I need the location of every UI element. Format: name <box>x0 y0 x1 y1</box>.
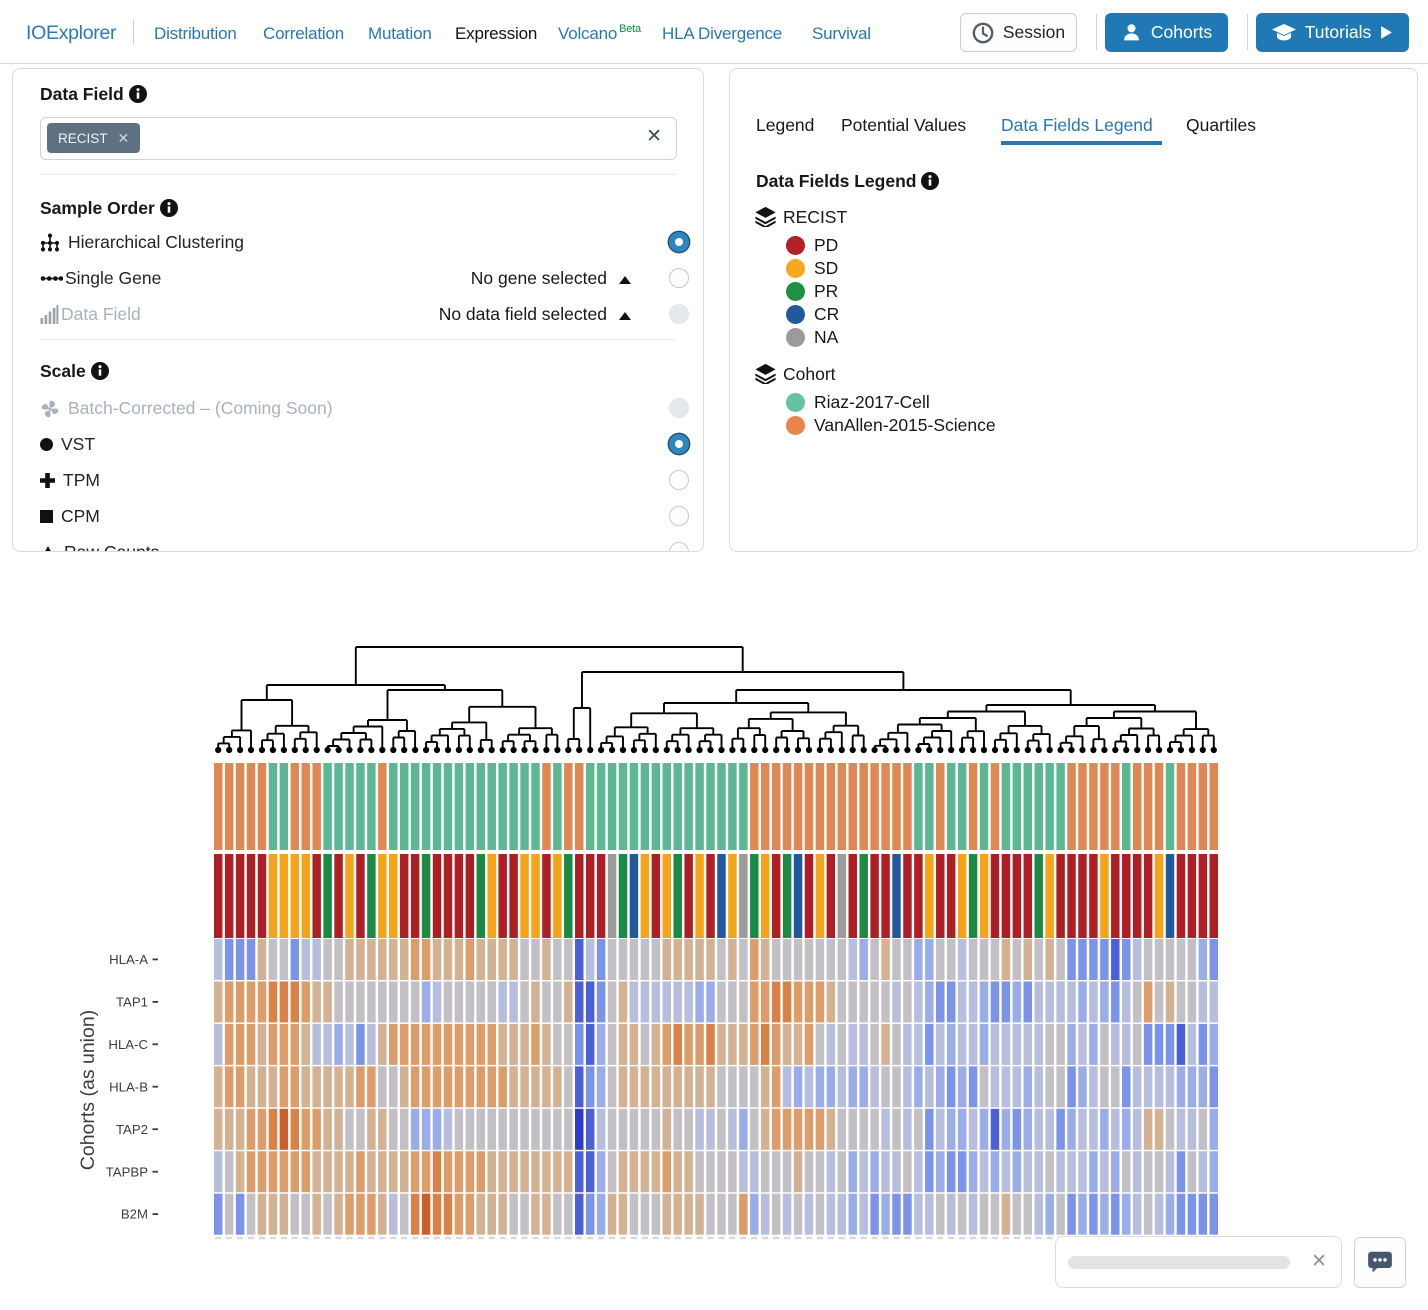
svg-text:Cohorts (as union): Cohorts (as union) <box>77 1010 99 1170</box>
svg-text:TAP2: TAP2 <box>116 1122 148 1137</box>
svg-text:TAPBP: TAPBP <box>106 1164 148 1179</box>
svg-text:TAP1: TAP1 <box>116 994 148 1009</box>
svg-text:B2M: B2M <box>121 1207 148 1222</box>
svg-text:HLA-B: HLA-B <box>109 1079 148 1094</box>
svg-text:HLA-C: HLA-C <box>108 1037 148 1052</box>
svg-text:HLA-A: HLA-A <box>109 952 148 967</box>
